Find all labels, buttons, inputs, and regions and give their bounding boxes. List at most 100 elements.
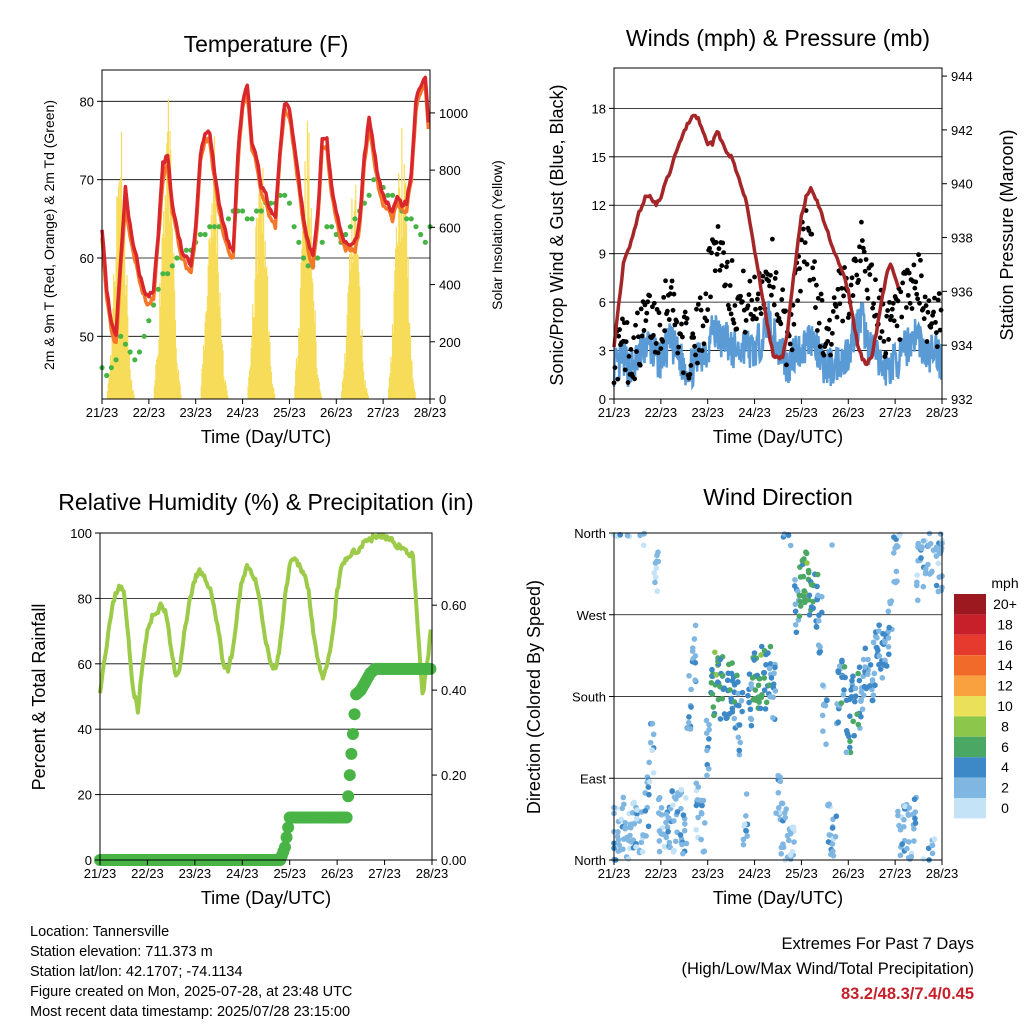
direction-point (765, 650, 771, 656)
temperature-ylabel-left: 2m & 9m T (Red, Orange) & 2m Td (Green) (41, 100, 57, 370)
gust-point (653, 341, 659, 346)
gust-point (936, 291, 942, 296)
gust-point (849, 275, 855, 281)
gust-point (881, 338, 887, 344)
direction-point (772, 688, 779, 694)
speed-legend-swatch (954, 696, 986, 717)
direction-point (745, 692, 751, 699)
gust-point (929, 321, 935, 327)
direction-point (645, 823, 652, 830)
gust-point (635, 334, 641, 340)
gust-point (829, 330, 835, 336)
gust-point (814, 282, 819, 288)
speed-legend-swatch (954, 798, 986, 819)
direction-point (864, 671, 871, 677)
gust-point (703, 291, 709, 297)
gust-point (917, 300, 922, 306)
direction-point (862, 664, 868, 670)
gust-point (903, 305, 909, 310)
dewpoint-point (389, 192, 396, 198)
direction-point (847, 738, 853, 745)
direction-point (833, 813, 840, 820)
dewpoint-point (343, 231, 349, 238)
gust-point (894, 323, 900, 329)
dewpoint-point (202, 231, 208, 238)
gust-point (768, 272, 773, 278)
direction-point (874, 645, 880, 651)
direction-point (804, 560, 810, 566)
dewpoint-point (165, 271, 171, 277)
direction-point (792, 601, 799, 608)
direction-point (767, 661, 774, 667)
gust-point (747, 278, 753, 284)
gust-point (699, 348, 705, 354)
gust-point (772, 276, 778, 281)
direction-point (901, 823, 907, 830)
gust-point (753, 306, 758, 312)
direction-point (677, 832, 684, 838)
gust-point (933, 330, 939, 336)
direction-point (706, 736, 712, 742)
direction-point (901, 816, 907, 823)
gust-point (854, 272, 860, 278)
gust-point (758, 311, 764, 317)
direction-point (906, 839, 912, 845)
gust-point (850, 293, 856, 298)
direction-xlabel: Time (Day/UTC) (713, 888, 843, 908)
direction-point (879, 675, 886, 681)
speed-legend-swatch (954, 777, 986, 798)
winds-title: Winds (mph) & Pressure (mb) (626, 25, 930, 51)
direction-point (859, 706, 866, 712)
direction-point (713, 672, 720, 678)
rainfall-point (345, 747, 358, 760)
direction-point (931, 836, 938, 842)
direction-point (625, 856, 632, 862)
direction-point (816, 612, 822, 619)
gust-point (663, 278, 668, 284)
direction-point (736, 747, 743, 754)
direction-ytick-label: North (574, 526, 606, 541)
direction-point (783, 806, 790, 812)
direction-point (747, 715, 754, 722)
speed-legend-swatch (954, 594, 986, 615)
gust-point (932, 295, 937, 301)
direction-point (693, 780, 700, 787)
direction-point (747, 706, 754, 713)
gust-point (783, 308, 788, 314)
direction-point (829, 825, 836, 831)
winds-ytick-right-label: 944 (951, 69, 973, 84)
dewpoint-point (300, 255, 307, 261)
gust-point (809, 231, 815, 237)
winds-xtick-label: 27/23 (879, 405, 912, 420)
gust-point (742, 329, 748, 335)
gust-point (879, 329, 885, 334)
direction-point (741, 821, 748, 828)
recent-timestamp: Most recent data timestamp: 2025/07/28 2… (30, 1004, 351, 1020)
direction-point (646, 778, 653, 785)
gust-point (680, 370, 686, 376)
gust-point (865, 295, 871, 301)
gust-point (620, 316, 625, 322)
temperature-ytick-label: 70 (80, 173, 94, 188)
direction-point (649, 720, 656, 727)
direction-point (743, 791, 750, 797)
speed-legend-swatch (954, 655, 986, 676)
direction-point (656, 794, 663, 801)
direction-point (756, 699, 762, 705)
direction-point (855, 721, 862, 728)
direction-point (913, 582, 920, 589)
direction-point (758, 643, 765, 650)
direction-point (692, 677, 698, 684)
direction-point (645, 784, 652, 791)
gust-point (755, 291, 761, 297)
direction-xtick-label: 21/23 (598, 866, 631, 881)
humidity-title: Relative Humidity (%) & Precipitation (i… (58, 489, 473, 515)
direction-point (897, 852, 904, 859)
gust-point (857, 244, 862, 250)
gust-point (686, 375, 692, 381)
direction-point (681, 827, 688, 834)
dewpoint-point (413, 224, 419, 230)
gust-point (616, 333, 622, 339)
speed-legend-swatch (954, 634, 986, 656)
humidity-plot-frame (99, 532, 433, 861)
